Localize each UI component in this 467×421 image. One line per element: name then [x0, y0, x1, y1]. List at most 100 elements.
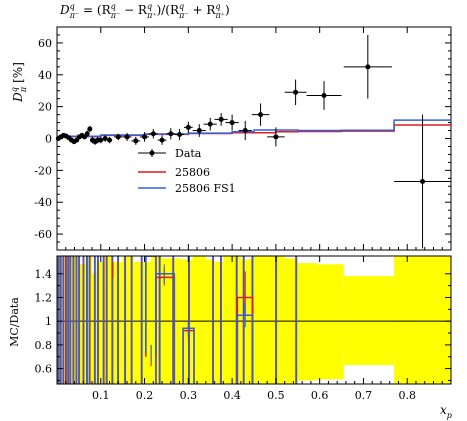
data-point [87, 125, 93, 133]
data-marker [293, 89, 299, 95]
legend-entry-data: Data [138, 147, 202, 160]
data-marker [207, 121, 213, 127]
svg-text:Dqπ[%]: Dqπ[%] [10, 62, 28, 103]
x-axis-title: xp [440, 403, 452, 420]
x-tick-label: 0.4 [223, 389, 241, 402]
ratio-uncertainty-band [251, 256, 285, 384]
data-marker [321, 92, 327, 98]
y-tick-label: -60 [34, 228, 52, 241]
x-tick-label: 0.2 [136, 389, 154, 402]
data-marker [420, 179, 426, 185]
data-marker [229, 120, 235, 126]
data-marker [168, 131, 174, 137]
data-point [157, 135, 167, 145]
y-tick-label: 40 [38, 69, 52, 82]
data-point [394, 114, 451, 249]
data-point [102, 135, 108, 142]
data-point [238, 120, 252, 141]
ratio-plot-frame [56, 255, 452, 385]
data-marker [150, 131, 156, 137]
data-marker [87, 126, 93, 132]
legend-data-marker [149, 150, 155, 156]
data-point [175, 128, 184, 141]
data-marker [258, 112, 264, 118]
data-point [284, 79, 307, 106]
data-marker [102, 136, 108, 141]
ratio-uncertainty-band [317, 264, 344, 380]
main-plot-frame [56, 26, 452, 251]
ratio-panel: 1.4 1.2 1 0.8 0.6 0.1 0.2 0.3 0.4 0.5 0.6 0.7 0.8 [35, 255, 452, 402]
ratio-uncertainty-band [297, 263, 318, 381]
ratio-uncertainty-band [78, 264, 86, 384]
ratio-uncertainty-band [122, 256, 134, 384]
ratio-uncertainty-band [205, 259, 215, 384]
legend-entry-25806-fs1: 25806 FS1 [138, 182, 236, 195]
legend-entry-25806: 25806 [138, 166, 210, 179]
ratio-y-tick-label: 1.4 [35, 268, 53, 281]
data-point [131, 136, 141, 145]
data-point [251, 103, 270, 126]
data-point [203, 117, 217, 131]
data-point [166, 128, 176, 140]
ratio-uncertainty-band [343, 276, 395, 366]
data-marker [242, 128, 248, 134]
ratio-uncertainty-band [192, 256, 206, 384]
data-marker [84, 131, 90, 137]
x-tick-label: 0.7 [355, 389, 373, 402]
legend: Data 25806 25806 FS1 [138, 147, 236, 195]
ratio-uncertainty-band [214, 261, 224, 384]
legend-label-data: Data [175, 147, 202, 160]
ratio-uncertainty-band [240, 259, 252, 384]
data-point [122, 132, 132, 141]
chart-title: Dq π⁻ = (Rq π⁻ − Rq π⁺)/(Rq π⁻ + Rq π⁺) [59, 2, 230, 20]
data-point [343, 34, 392, 99]
data-point [148, 128, 158, 139]
ratio-uncertainty-band [223, 256, 241, 384]
ratio-y-tick-label: 1.2 [35, 291, 53, 304]
data-point [140, 132, 149, 142]
y-tick-label: 60 [38, 37, 52, 50]
x-tick-label: 0.1 [92, 389, 110, 402]
data-point [192, 124, 206, 137]
x-tick-label: 0.6 [311, 389, 329, 402]
data-marker [177, 132, 183, 138]
ratio-uncertainty-band [96, 261, 103, 384]
data-point [107, 136, 113, 144]
ratio-y-tick-label: 1 [45, 315, 52, 328]
legend-label-25806-fs1: 25806 FS1 [175, 182, 236, 195]
x-tick-label: 0.3 [180, 389, 198, 402]
y-tick-label: -20 [34, 164, 52, 177]
data-point [214, 113, 228, 126]
ratio-content [57, 256, 451, 384]
data-point [113, 133, 123, 141]
data-point [98, 136, 104, 144]
data-marker [124, 134, 130, 140]
data-point [306, 81, 342, 110]
ratio-y-tick-label: 0.6 [35, 363, 53, 376]
data-marker [196, 128, 202, 134]
mc-histogram-25806-fs1 [57, 119, 451, 138]
legend-label-25806: 25806 [175, 166, 210, 179]
data-marker [133, 138, 139, 144]
ratio-box [155, 273, 176, 384]
data-marker [142, 134, 148, 140]
data-point [84, 130, 90, 137]
ratio-uncertainty-band [181, 259, 193, 384]
data-marker [218, 116, 224, 122]
data-point [267, 127, 285, 147]
y-tick-label: 0 [45, 133, 52, 146]
data-marker [273, 134, 279, 140]
data-marker [115, 134, 121, 140]
data-marker [185, 124, 191, 130]
data-marker [365, 64, 371, 70]
y-axis-title: Dqπ[%] [10, 62, 28, 103]
main-panel: 60 40 20 0 -20 -40 -60 [34, 26, 452, 251]
x-tick-label: 0.5 [267, 389, 285, 402]
x-tick-label: 0.8 [398, 389, 416, 402]
data-point [225, 114, 239, 131]
data-marker [107, 137, 113, 143]
ratio-uncertainty-band [394, 256, 451, 384]
data-marker [159, 137, 165, 143]
ratio-y-axis-title: MC/Data [8, 297, 21, 347]
